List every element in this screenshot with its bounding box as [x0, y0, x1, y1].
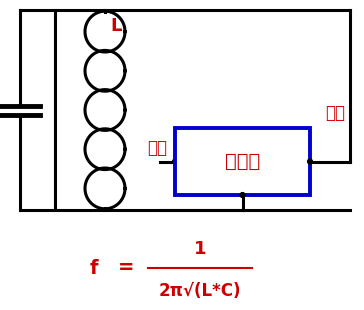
- Text: L: L: [110, 17, 121, 35]
- Text: 2π√(L*C): 2π√(L*C): [159, 282, 241, 300]
- Circle shape: [240, 193, 245, 197]
- Text: 増幅器: 増幅器: [225, 152, 260, 171]
- Circle shape: [308, 159, 312, 164]
- FancyBboxPatch shape: [175, 128, 310, 195]
- Text: f: f: [90, 259, 99, 277]
- Text: 出力: 出力: [325, 104, 345, 122]
- Text: =: =: [118, 259, 135, 277]
- Text: 1: 1: [194, 240, 206, 258]
- Text: 入力: 入力: [147, 139, 167, 157]
- Circle shape: [173, 159, 177, 164]
